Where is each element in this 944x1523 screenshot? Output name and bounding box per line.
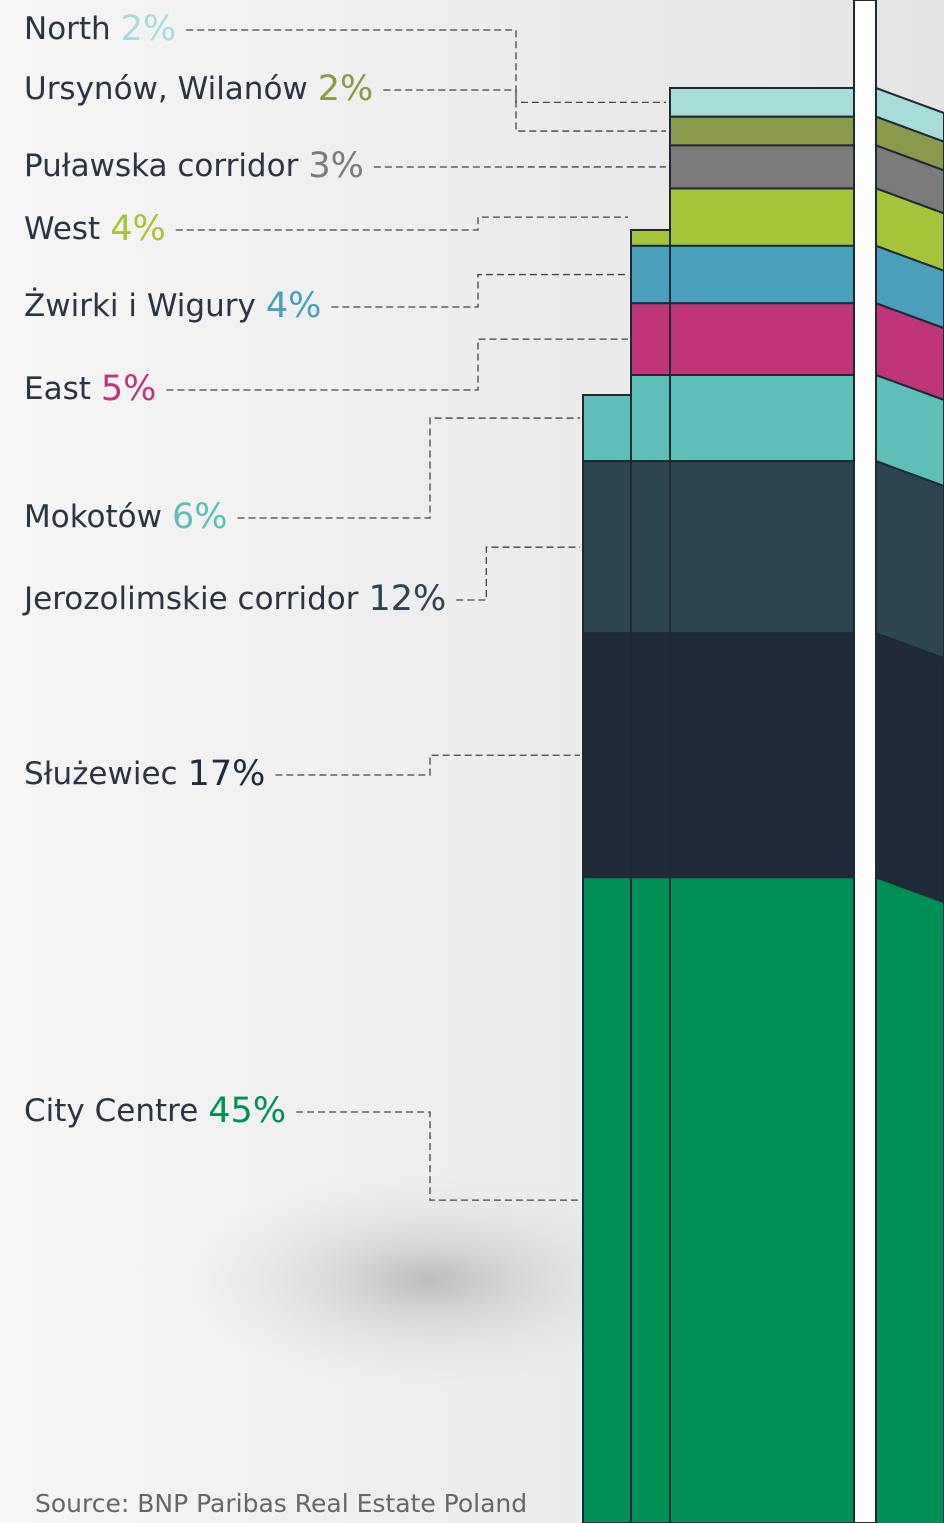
segment-wing — [583, 877, 631, 1523]
segment-label: Ursynów, Wilanów 2% — [24, 69, 373, 109]
category-name: Jerozolimskie corridor — [22, 581, 359, 617]
category-name: Ursynów, Wilanów — [24, 71, 308, 107]
segment-face — [876, 877, 944, 1523]
segment — [670, 117, 855, 146]
segment-wing — [631, 303, 670, 375]
segment-label: North 2% — [24, 9, 176, 49]
value-label: 2% — [121, 9, 177, 49]
segment — [670, 246, 855, 303]
value-label: 45% — [208, 1091, 286, 1131]
segment-label: West 4% — [24, 209, 166, 249]
segment-face — [876, 461, 944, 658]
segment-wing — [631, 246, 670, 303]
segment — [670, 375, 855, 461]
segment — [670, 633, 855, 877]
segment-label: Jerozolimskie corridor 12% — [22, 579, 446, 619]
category-name: Służewiec — [24, 756, 178, 792]
segment-wing — [631, 375, 670, 461]
spire — [854, 0, 876, 1523]
segment-label: East 5% — [24, 369, 156, 409]
segment-wing — [583, 633, 631, 877]
segment-wing — [583, 461, 631, 633]
segment — [670, 303, 855, 375]
value-label: 12% — [369, 579, 447, 619]
segment-label: Służewiec 17% — [24, 754, 265, 794]
segment — [670, 877, 855, 1523]
segment-wing — [631, 461, 670, 633]
value-label: 4% — [110, 209, 166, 249]
segment-label: Żwirki i Wigury 4% — [24, 286, 321, 326]
segment-wing — [583, 395, 631, 461]
source: Source: BNP Paribas Real Estate Poland — [35, 1489, 527, 1518]
segment — [670, 145, 855, 188]
segment-wing — [631, 230, 670, 246]
category-name: Mokotów — [24, 499, 162, 535]
value-label: 17% — [188, 754, 266, 794]
segment-label: City Centre 45% — [24, 1091, 286, 1131]
value-label: 2% — [318, 69, 374, 109]
category-name: West — [24, 211, 100, 247]
category-name: North — [24, 11, 111, 47]
value-label: 4% — [266, 286, 322, 326]
chart: North 2% Ursynów, Wilanów 2% Puławska corrid… — [0, 0, 944, 1523]
category-name: City Centre — [24, 1093, 198, 1129]
category-name: Puławska corridor — [24, 148, 299, 184]
value-label: 3% — [308, 146, 364, 186]
value-label: 6% — [172, 497, 228, 537]
segment — [670, 188, 855, 245]
segment-face — [876, 633, 944, 902]
segment-wing — [631, 633, 670, 877]
value-label: 5% — [101, 369, 157, 409]
category-name: Żwirki i Wigury — [24, 288, 256, 324]
category-name: East — [24, 371, 91, 407]
segment-wing — [631, 877, 670, 1523]
segment — [670, 461, 855, 633]
segment-label: Mokotów 6% — [24, 497, 228, 537]
segment — [670, 88, 855, 117]
